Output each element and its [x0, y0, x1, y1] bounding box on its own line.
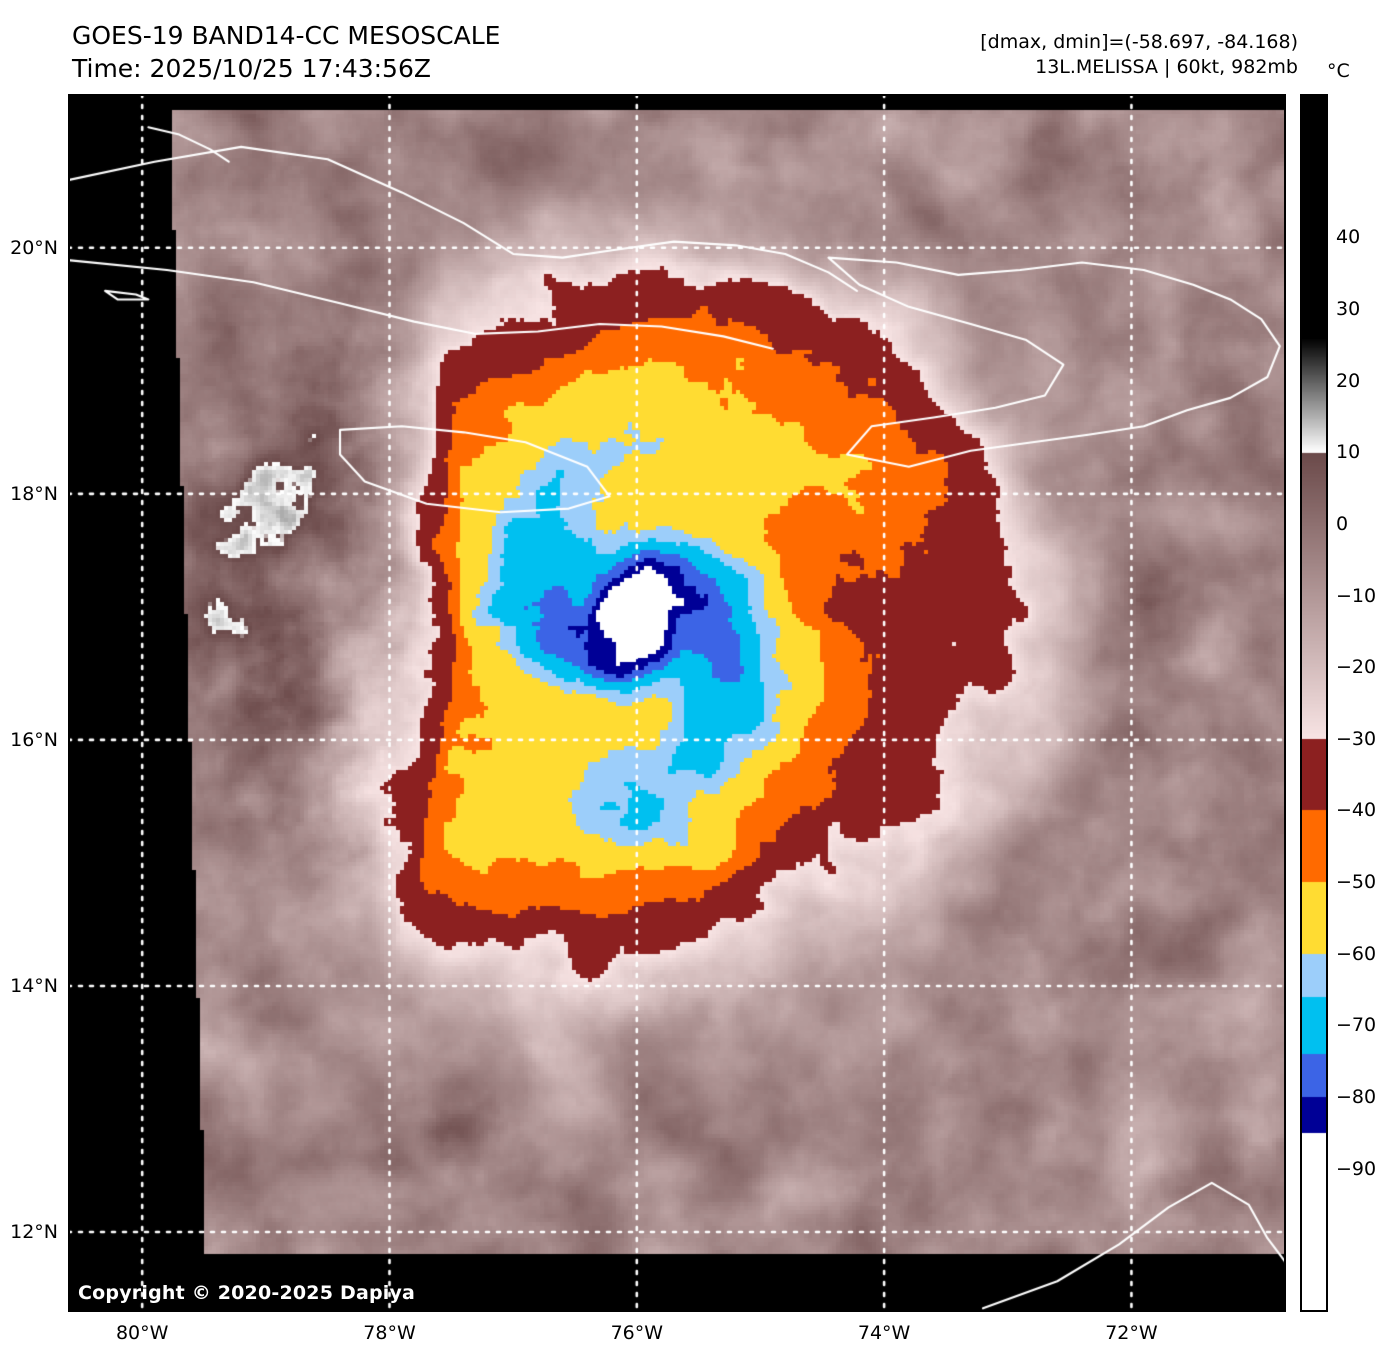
y-axis-tick-4: 12°N	[10, 1221, 58, 1244]
colorbar-tick-11: −70	[1336, 1014, 1377, 1037]
colorbar-unit-label: °C	[1327, 60, 1350, 82]
x-axis-tick-2: 76°W	[610, 1322, 664, 1344]
colorbar-tick-7: −30	[1336, 727, 1377, 750]
timestamp-label: Time: 2025/10/25 17:43:56Z	[72, 53, 431, 83]
x-axis-tick-4: 72°W	[1105, 1322, 1158, 1344]
y-axis-tick-2: 16°N	[10, 728, 58, 751]
colorbar[interactable]	[1300, 94, 1328, 1312]
storm-info-label: 13L.MELISSA | 60kt, 982mb	[1035, 55, 1298, 78]
y-axis-tick-0: 20°N	[10, 236, 58, 259]
y-axis-tick-1: 18°N	[10, 482, 58, 505]
page-title: GOES-19 BAND14-CC MESOSCALE	[72, 21, 501, 50]
satellite-image-plot[interactable]: Copyright © 2020-2025 Dapiya	[68, 94, 1286, 1312]
colorbar-tick-2: 20	[1336, 369, 1361, 392]
satellite-imagery-canvas	[68, 94, 1286, 1312]
colorbar-tick-12: −80	[1336, 1086, 1377, 1109]
colorbar-tick-9: −50	[1336, 871, 1377, 894]
colorbar-tick-4: 0	[1336, 512, 1349, 535]
colorbar-tick-6: −20	[1336, 656, 1377, 679]
colorbar-tick-13: −90	[1336, 1157, 1377, 1180]
y-axis-tick-3: 14°N	[10, 974, 58, 997]
title-block: GOES-19 BAND14-CC MESOSCALE Time: 2025/1…	[72, 20, 500, 85]
x-axis-tick-0: 80°W	[115, 1322, 169, 1344]
data-range-label: [dmax, dmin]=(-58.697, -84.168)	[980, 31, 1298, 53]
metadata-block: [dmax, dmin]=(-58.697, -84.168) 13L.MELI…	[980, 30, 1298, 79]
colorbar-canvas	[1300, 94, 1328, 1312]
copyright-label: Copyright © 2020-2025 Dapiya	[78, 1282, 416, 1304]
colorbar-tick-5: −10	[1336, 584, 1377, 607]
colorbar-tick-3: 10	[1336, 441, 1361, 464]
x-axis-tick-3: 74°W	[857, 1322, 911, 1344]
colorbar-tick-1: 30	[1336, 297, 1361, 320]
colorbar-tick-0: 40	[1336, 226, 1361, 249]
colorbar-tick-10: −60	[1336, 942, 1377, 965]
x-axis-tick-1: 78°W	[363, 1322, 416, 1344]
colorbar-tick-8: −40	[1336, 799, 1377, 822]
